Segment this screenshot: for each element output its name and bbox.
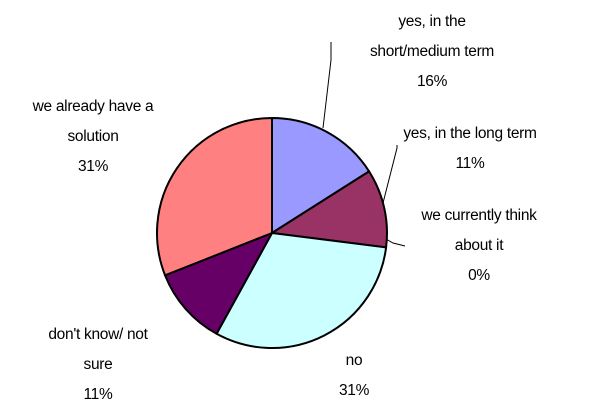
- slice-label-line: we already have a: [32, 98, 154, 115]
- slice-label-line: yes, in the: [398, 13, 465, 30]
- slice-label-line: yes, in the long term: [403, 125, 536, 142]
- slice-value-label: 11%: [84, 386, 113, 403]
- slice-label-yes-in-the-short-medium-term: yes, in the short/medium term 16%: [370, 13, 494, 90]
- slice-value-label: 31%: [78, 158, 109, 175]
- slice-label-line: don't know/ not: [48, 326, 148, 343]
- leader-line-think-about: [385, 238, 406, 247]
- slice-label-line: we currently think: [420, 207, 537, 224]
- slice-label-don-t-know-not-sure: don't know/ not sure 11%: [48, 326, 148, 403]
- pie-slice-yes-in-the-long-term: [271, 170, 388, 249]
- slice-label-we-already-have-a-solution: we already have a solution 31%: [32, 98, 154, 175]
- slice-value-label: 31%: [339, 382, 370, 399]
- slice-label-line: sure: [84, 356, 113, 373]
- slice-value-label: 0%: [468, 267, 490, 284]
- slice-value-label: 16%: [417, 73, 448, 90]
- pie-slices: [156, 117, 388, 349]
- slice-label-line: short/medium term: [370, 43, 494, 60]
- leader-lines: [322, 42, 406, 247]
- slice-label-yes-in-the-long-term: yes, in the long term 11%: [403, 125, 536, 172]
- pie-slice-yes-in-the-short-medium-term: [271, 117, 371, 234]
- pie-slice-we-already-have-a-solution: [156, 117, 273, 277]
- pie-slice-don-t-know-not-sure: [164, 232, 273, 335]
- slice-label-line: about it: [455, 237, 504, 254]
- leader-line-long-term: [382, 145, 398, 204]
- slice-label-we-currently-think-about-it: we currently think about it 0%: [420, 207, 537, 284]
- slice-labels: yes, in the short/medium term 16%yes, in t…: [32, 13, 538, 403]
- pie-slice-no: [215, 232, 388, 349]
- slice-label-line: no: [346, 352, 363, 369]
- slice-value-label: 11%: [456, 155, 485, 172]
- slice-label-no: no 31%: [339, 352, 370, 399]
- leader-line-short-medium: [322, 42, 332, 129]
- slice-label-line: solution: [67, 128, 118, 145]
